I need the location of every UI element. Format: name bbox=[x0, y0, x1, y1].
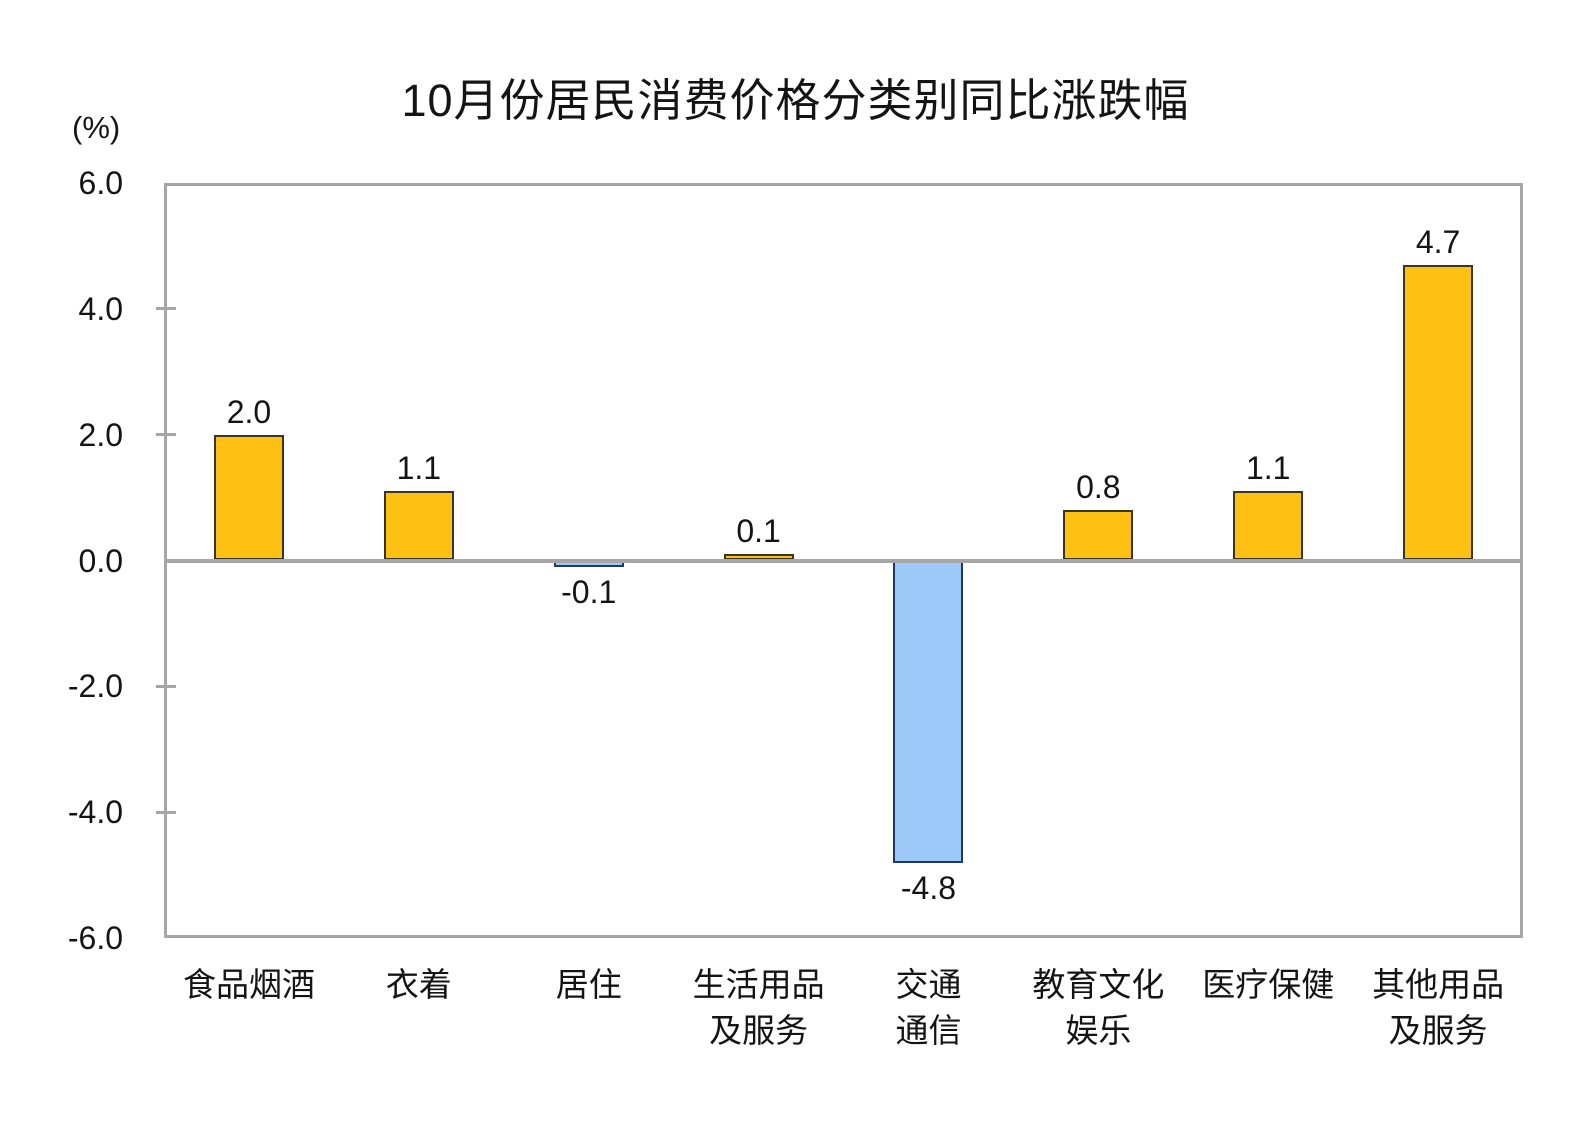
y-tick-label: -2.0 bbox=[67, 668, 123, 705]
y-tick-mark bbox=[155, 433, 176, 437]
y-tick-label: 0.0 bbox=[78, 542, 123, 579]
bar-value-label: 1.1 bbox=[396, 450, 442, 487]
chart-title: 10月份居民消费价格分类别同比涨跌幅 bbox=[401, 75, 1190, 126]
bar-7 bbox=[1403, 264, 1474, 561]
bar-value-label: 1.1 bbox=[1245, 450, 1291, 487]
x-category-label-line: 居住 bbox=[555, 966, 622, 1003]
x-category-label-line: 食品烟酒 bbox=[182, 966, 315, 1003]
zero-axis-line bbox=[164, 558, 1523, 563]
bar-5 bbox=[1063, 510, 1134, 561]
bar-value-label: -4.8 bbox=[900, 869, 956, 906]
x-category-label: 生活用品 及服务 bbox=[664, 962, 854, 1054]
x-category-label-line: 其他用品 bbox=[1372, 966, 1505, 1003]
y-tick-label: 2.0 bbox=[78, 416, 123, 453]
y-tick-mark bbox=[155, 307, 176, 311]
bar-value-label: 4.7 bbox=[1415, 223, 1461, 260]
x-category-label-line: 娱乐 bbox=[1065, 1012, 1132, 1049]
x-category-label: 其他用品 及服务 bbox=[1343, 962, 1533, 1054]
x-category-label: 居住 bbox=[494, 962, 684, 1008]
y-tick-label: 4.0 bbox=[78, 290, 123, 327]
x-category-label-line: 教育文化 bbox=[1032, 966, 1165, 1003]
bar-6 bbox=[1233, 491, 1304, 561]
x-category-label: 医疗保健 bbox=[1173, 962, 1363, 1008]
bar-4 bbox=[893, 560, 964, 863]
x-category-label-line: 及服务 bbox=[1388, 1012, 1488, 1049]
x-category-label: 食品烟酒 bbox=[154, 962, 344, 1008]
x-category-label-line: 交通 bbox=[895, 966, 962, 1003]
bar-value-label: 2.0 bbox=[226, 393, 272, 430]
x-category-label-line: 生活用品 bbox=[692, 966, 825, 1003]
x-category-label-line: 通信 bbox=[895, 1012, 962, 1049]
bar-value-label: 0.1 bbox=[736, 513, 781, 550]
y-tick-mark bbox=[155, 810, 176, 814]
x-category-label-line: 医疗保健 bbox=[1202, 966, 1335, 1003]
bar-value-label: -0.1 bbox=[561, 573, 617, 610]
bar-0 bbox=[213, 434, 284, 561]
y-tick-label: -4.0 bbox=[67, 794, 123, 831]
y-axis-unit-label: (%) bbox=[72, 110, 121, 145]
y-tick-label: 6.0 bbox=[78, 165, 123, 201]
x-category-label-line: 及服务 bbox=[709, 1012, 809, 1049]
y-tick-mark bbox=[155, 684, 176, 688]
x-category-label: 交通 通信 bbox=[833, 962, 1023, 1054]
bar-1 bbox=[383, 491, 454, 561]
y-tick-label: -6.0 bbox=[67, 920, 123, 956]
bar-value-label: 0.8 bbox=[1076, 469, 1121, 506]
x-category-label-line: 衣着 bbox=[385, 966, 452, 1003]
x-category-label: 衣着 bbox=[324, 962, 514, 1008]
x-category-label: 教育文化 娱乐 bbox=[1003, 962, 1193, 1054]
